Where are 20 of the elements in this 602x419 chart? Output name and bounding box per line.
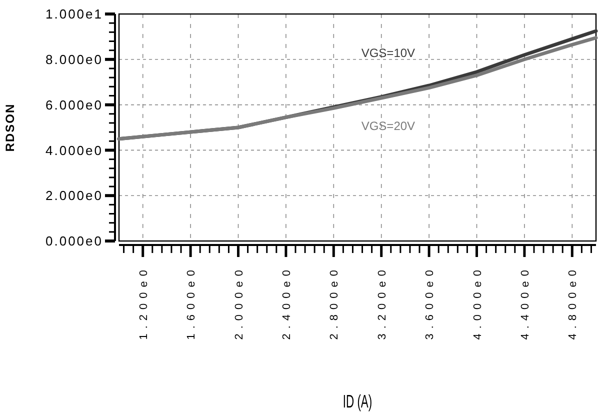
y-tick-label: 2.000e0 <box>46 188 103 204</box>
x-tick-label: 4.800e0 <box>567 265 580 340</box>
text: VGS=10V <box>361 46 416 60</box>
x-tick-label: 2.000e0 <box>233 265 246 340</box>
x-tick-label: 1.600e0 <box>186 265 198 340</box>
y-tick-label: 1.000e1 <box>46 6 103 22</box>
x-tick-label: 1.200e0 <box>138 265 150 340</box>
y-tick-label: 6.000e0 <box>46 97 103 112</box>
x-tick-label: 4.400e0 <box>519 265 532 340</box>
x-axis-title: ID (A) <box>342 392 372 412</box>
series-label: VGS=20V <box>361 118 416 133</box>
x-tick-label: 3.600e0 <box>424 265 436 340</box>
x-tick-label: 2.800e0 <box>328 265 341 340</box>
y-tick-label: 8.000e0 <box>46 52 103 67</box>
y-axis-title: RDSON <box>3 103 17 152</box>
x-tick-label: 4.000e0 <box>472 265 484 340</box>
y-tick-label: 4.000e0 <box>46 142 103 158</box>
x-tick-label: 2.400e0 <box>280 265 293 340</box>
x-tick-label: 3.200e0 <box>376 265 388 340</box>
y-tick-label: 0.000e0 <box>46 234 103 249</box>
